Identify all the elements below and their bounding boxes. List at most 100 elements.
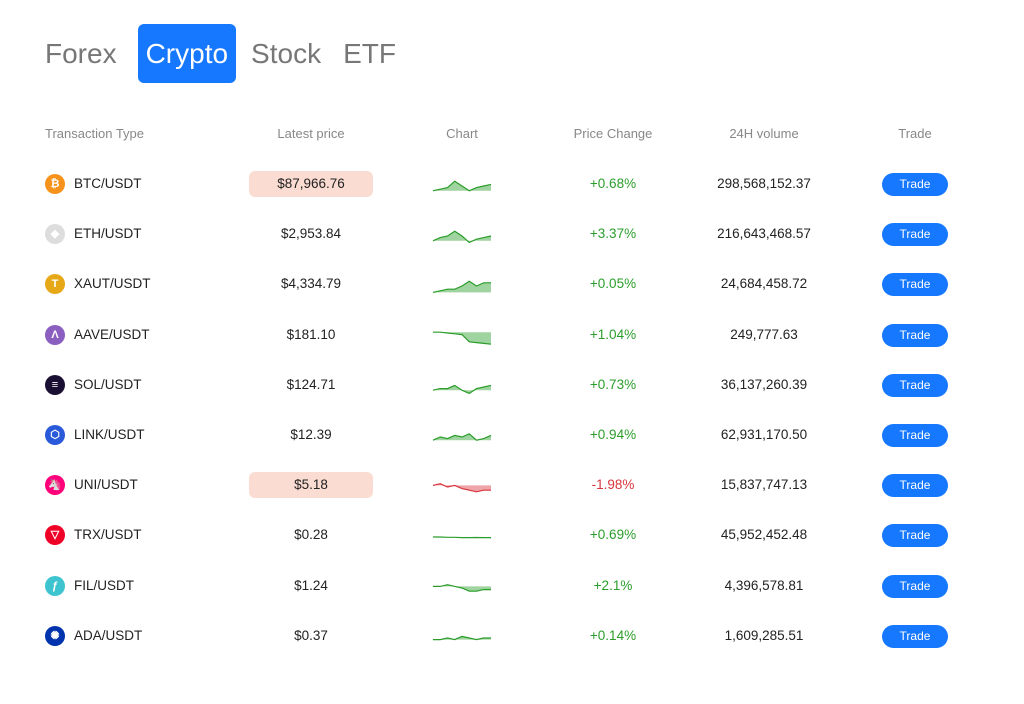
sparkline-line bbox=[433, 280, 491, 294]
sparkline-line bbox=[433, 331, 492, 345]
tab-forex[interactable]: Forex bbox=[45, 38, 117, 69]
sparkline-chart bbox=[433, 536, 491, 539]
sparkline-line bbox=[433, 536, 491, 539]
pair-cell: ✺ ADA/USDT bbox=[45, 621, 142, 651]
price-change: +3.37% bbox=[589, 226, 637, 242]
volume-24h: 24,684,458.72 bbox=[720, 276, 808, 292]
sparkline-fill bbox=[433, 331, 491, 344]
pair-name: BTC/USDT bbox=[74, 176, 142, 191]
volume-24h: 249,777.63 bbox=[730, 326, 798, 342]
table-row[interactable]: ƒ FIL/USDT $1.24 +2.1% 4,396,578.81 Trad… bbox=[0, 571, 1024, 601]
price-change: +0.94% bbox=[589, 427, 637, 442]
latest-price: $4,334.79 bbox=[280, 276, 342, 292]
pair-cell: ◆ ETH/USDT bbox=[45, 219, 142, 249]
ethereum-icon: ◆ bbox=[45, 224, 65, 245]
volume-24h: 298,568,152.37 bbox=[717, 176, 811, 191]
sparkline-chart bbox=[433, 230, 492, 244]
latest-price: $0.37 bbox=[294, 627, 328, 643]
pair-name: FIL/USDT bbox=[74, 577, 135, 593]
table-row[interactable]: ✺ ADA/USDT $0.37 +0.14% 1,609,285.51 Tra… bbox=[0, 621, 1024, 651]
sparkline-line bbox=[433, 635, 491, 641]
pair-cell: T XAUT/USDT bbox=[45, 269, 151, 299]
trade-button[interactable]: Trade bbox=[882, 624, 948, 648]
tether-gold-icon: T bbox=[45, 274, 65, 295]
table-row[interactable]: 🦄 UNI/USDT $5.18 -1.98% 15,837,747.13 Tr… bbox=[0, 470, 1024, 500]
price-change: +1.04% bbox=[589, 326, 637, 342]
pair-name: XAUT/USDT bbox=[74, 276, 151, 292]
price-change: +0.14% bbox=[589, 627, 637, 643]
price-change: +0.68% bbox=[589, 176, 637, 191]
pair-name: LINK/USDT bbox=[74, 427, 145, 442]
pair-cell: ▽ TRX/USDT bbox=[45, 520, 142, 550]
volume-24h: 4,396,578.81 bbox=[724, 577, 804, 593]
trade-button[interactable]: Trade bbox=[882, 273, 948, 297]
volume-24h: 1,609,285.51 bbox=[724, 627, 804, 643]
table-row[interactable]: Λ AAVE/USDT $181.10 +1.04% 249,777.63 Tr… bbox=[0, 320, 1024, 350]
trade-button[interactable]: Trade bbox=[882, 474, 948, 498]
header-transaction-type: Transaction Type bbox=[45, 126, 144, 141]
trade-button[interactable]: Trade bbox=[882, 373, 948, 397]
latest-price: $124.71 bbox=[286, 376, 336, 392]
header-latest-price: Latest price bbox=[277, 126, 345, 141]
trade-button[interactable]: Trade bbox=[882, 223, 948, 247]
pair-cell: ≡ SOL/USDT bbox=[45, 370, 142, 400]
aave-icon: Λ bbox=[45, 324, 65, 345]
pair-cell: ₿ BTC/USDT bbox=[45, 169, 142, 199]
tab-etf[interactable]: ETF bbox=[343, 38, 396, 69]
sparkline-line bbox=[433, 384, 492, 394]
header-24h-volume: 24H volume bbox=[729, 126, 799, 141]
price-change: +0.69% bbox=[589, 527, 637, 543]
volume-24h: 36,137,260.39 bbox=[720, 376, 808, 392]
pair-name: UNI/USDT bbox=[74, 477, 138, 493]
latest-price: $181.10 bbox=[286, 326, 336, 342]
pair-cell: 🦄 UNI/USDT bbox=[45, 470, 138, 500]
pair-name: ADA/USDT bbox=[74, 627, 143, 643]
cardano-icon: ✺ bbox=[45, 625, 65, 646]
trade-button[interactable]: Trade bbox=[882, 323, 948, 347]
filecoin-icon: ƒ bbox=[45, 575, 65, 596]
volume-24h: 15,837,747.13 bbox=[720, 477, 808, 493]
sparkline-line bbox=[433, 583, 491, 592]
sparkline-chart bbox=[433, 483, 491, 493]
trade-button[interactable]: Trade bbox=[882, 424, 948, 447]
pair-name: ETH/USDT bbox=[74, 226, 142, 242]
sparkline-fill bbox=[433, 636, 491, 640]
tron-icon: ▽ bbox=[45, 525, 65, 546]
table-row[interactable]: ◆ ETH/USDT $2,953.84 +3.37% 216,643,468.… bbox=[0, 219, 1024, 249]
price-change: -1.98% bbox=[591, 477, 635, 493]
bitcoin-icon: ₿ bbox=[45, 174, 65, 194]
table-row[interactable]: ⬡ LINK/USDT $12.39 +0.94% 62,931,170.50 … bbox=[0, 420, 1024, 450]
sparkline-line bbox=[433, 433, 492, 441]
volume-24h: 45,952,452.48 bbox=[720, 527, 808, 543]
volume-24h: 62,931,170.50 bbox=[720, 427, 808, 442]
pair-cell: ƒ FIL/USDT bbox=[45, 571, 134, 601]
latest-price: $1.24 bbox=[294, 577, 328, 593]
sparkline-chart bbox=[433, 583, 491, 592]
sparkline-fill bbox=[433, 385, 491, 394]
sparkline-chart bbox=[433, 635, 491, 641]
table-row[interactable]: ₿ BTC/USDT $87,966.76 +0.68% 298,568,152… bbox=[0, 169, 1024, 199]
table-row[interactable]: ≡ SOL/USDT $124.71 +0.73% 36,137,260.39 … bbox=[0, 370, 1024, 400]
table-row[interactable]: ▽ TRX/USDT $0.28 +0.69% 45,952,452.48 Tr… bbox=[0, 520, 1024, 550]
sparkline-chart bbox=[433, 433, 492, 441]
sparkline-chart bbox=[433, 280, 491, 294]
latest-price: $87,966.76 bbox=[249, 171, 373, 197]
volume-24h: 216,643,468.57 bbox=[717, 226, 811, 242]
sparkline-chart bbox=[433, 180, 492, 192]
sparkline-chart bbox=[433, 331, 492, 345]
latest-price: $0.28 bbox=[294, 527, 328, 543]
trade-button[interactable]: Trade bbox=[882, 173, 948, 196]
latest-price: $5.18 bbox=[249, 472, 373, 499]
table-row[interactable]: T XAUT/USDT $4,334.79 +0.05% 24,684,458.… bbox=[0, 269, 1024, 299]
header-price-change: Price Change bbox=[573, 126, 653, 141]
sparkline-chart bbox=[433, 384, 492, 394]
trade-button[interactable]: Trade bbox=[882, 574, 948, 598]
price-change: +2.1% bbox=[593, 577, 633, 593]
latest-price: $2,953.84 bbox=[280, 226, 342, 242]
pair-name: SOL/USDT bbox=[74, 376, 142, 392]
price-change: +0.05% bbox=[589, 276, 637, 292]
tab-stock[interactable]: Stock bbox=[251, 38, 322, 69]
tab-crypto[interactable]: Crypto bbox=[137, 24, 237, 83]
uniswap-icon: 🦄 bbox=[45, 475, 65, 496]
trade-button[interactable]: Trade bbox=[882, 524, 948, 548]
